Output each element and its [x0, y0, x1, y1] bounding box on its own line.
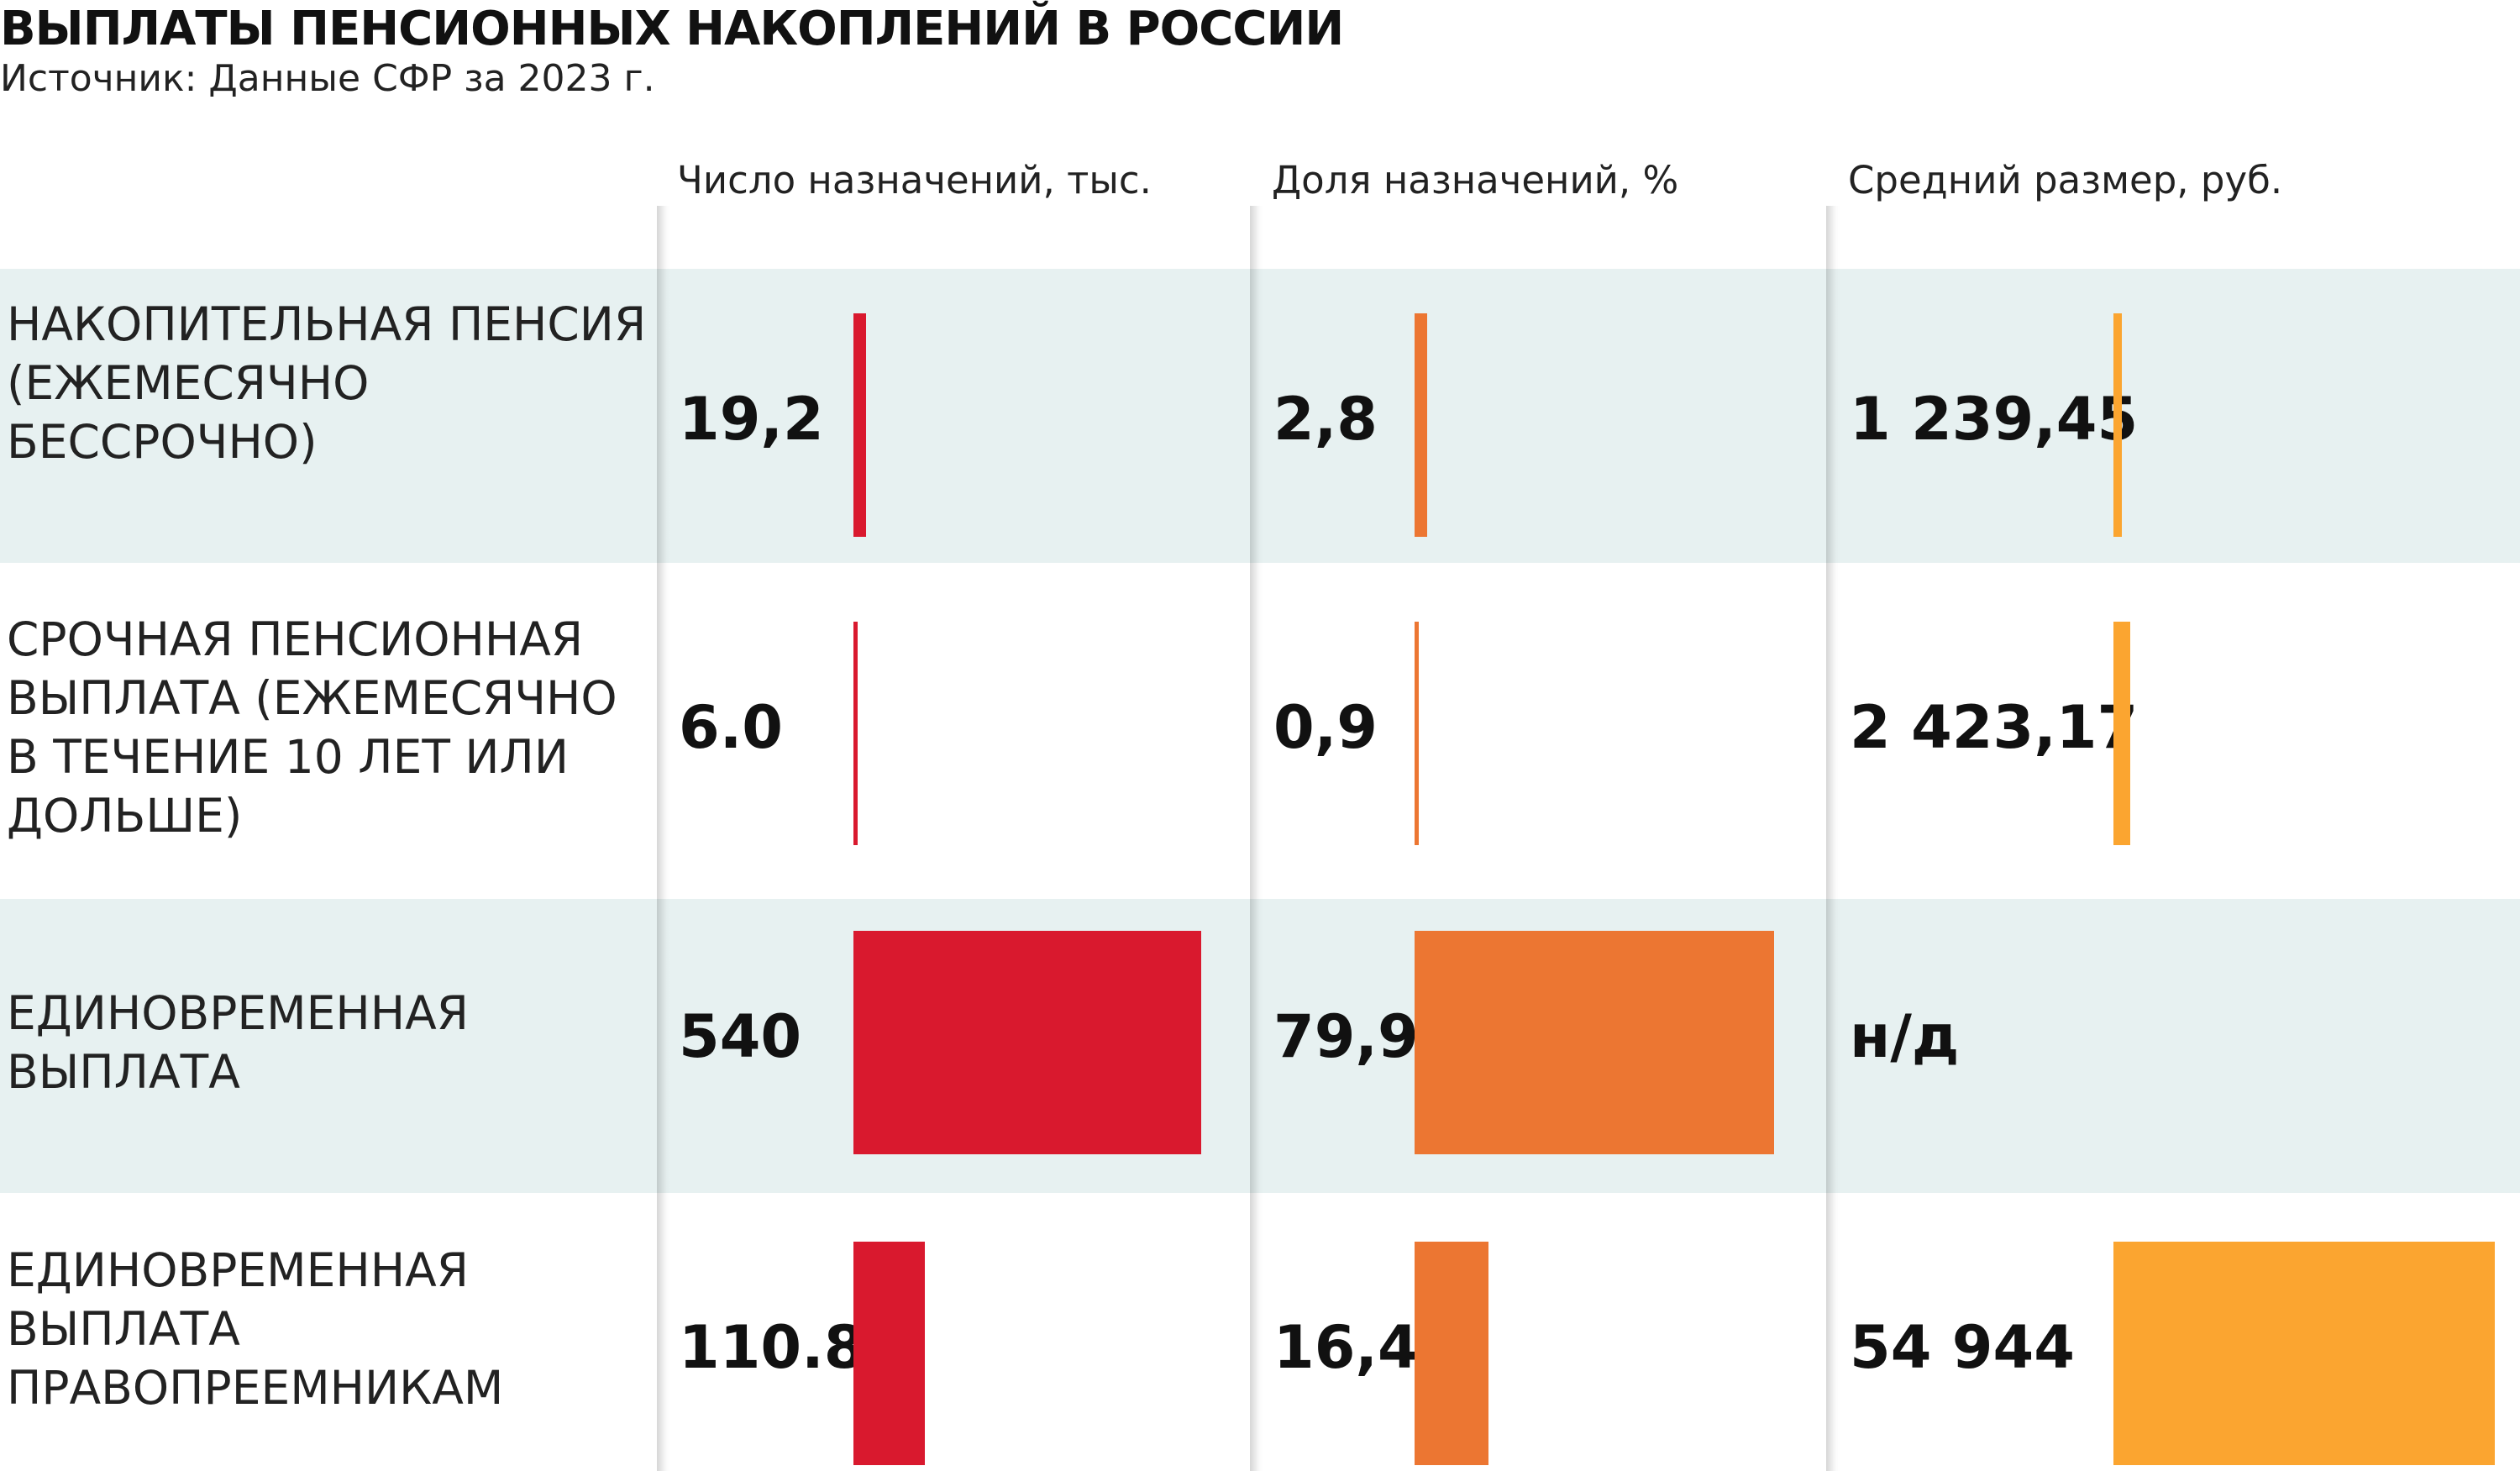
- column-separator: [1826, 206, 1840, 1471]
- page-subtitle: Источник: Данные СФР за 2023 г.: [0, 57, 655, 100]
- value-label: 0,9: [1273, 693, 1378, 762]
- column-header: Средний размер, руб.: [1848, 158, 2283, 202]
- bar-share: [1415, 1242, 1488, 1465]
- value-label: 19,2: [679, 385, 824, 454]
- bar-count: [853, 1242, 925, 1465]
- value-label: 1 239,45: [1850, 385, 2139, 454]
- row-band: [0, 269, 2520, 563]
- column-header: Доля назначений, %: [1272, 158, 1679, 202]
- column-separator: [657, 206, 670, 1471]
- page-title: ВЫПЛАТЫ ПЕНСИОННЫХ НАКОПЛЕНИЙ В РОССИИ: [0, 2, 1344, 56]
- value-label: 16,4: [1273, 1313, 1419, 1382]
- bar-count: [853, 622, 858, 845]
- value-label: 2,8: [1273, 385, 1378, 454]
- bar-count: [853, 931, 1201, 1154]
- column-header: Число назначений, тыс.: [677, 158, 1152, 202]
- bar-avg: [2113, 622, 2131, 845]
- row-label: ЕДИНОВРЕМЕННАЯ ВЫПЛАТА ПРАВОПРЕЕМНИКАМ: [7, 1242, 504, 1415]
- value-label: 2 423,17: [1850, 693, 2139, 762]
- bar-count: [853, 313, 866, 537]
- value-label: 79,9: [1273, 1002, 1419, 1071]
- bar-avg: [2113, 313, 2123, 537]
- row-label: НАКОПИТЕЛЬНАЯ ПЕНСИЯ (ЕЖЕМЕСЯЧНО БЕССРОЧ…: [7, 297, 647, 469]
- value-label: 6.0: [679, 693, 784, 762]
- bar-avg: [2113, 1242, 2495, 1465]
- value-label: 54 944: [1850, 1313, 2075, 1382]
- bar-share: [1415, 313, 1427, 537]
- bar-share: [1415, 931, 1774, 1154]
- value-label: 110.8: [679, 1313, 865, 1382]
- column-separator: [1250, 206, 1263, 1471]
- row-band: [0, 899, 2520, 1193]
- bar-share: [1415, 622, 1419, 845]
- value-label: н/д: [1850, 1002, 1960, 1071]
- value-label: 540: [679, 1002, 802, 1071]
- row-label: ЕДИНОВРЕМЕННАЯ ВЫПЛАТА: [7, 986, 469, 1099]
- row-label: СРОЧНАЯ ПЕНСИОННАЯ ВЫПЛАТА (ЕЖЕМЕСЯЧНО В…: [7, 612, 617, 843]
